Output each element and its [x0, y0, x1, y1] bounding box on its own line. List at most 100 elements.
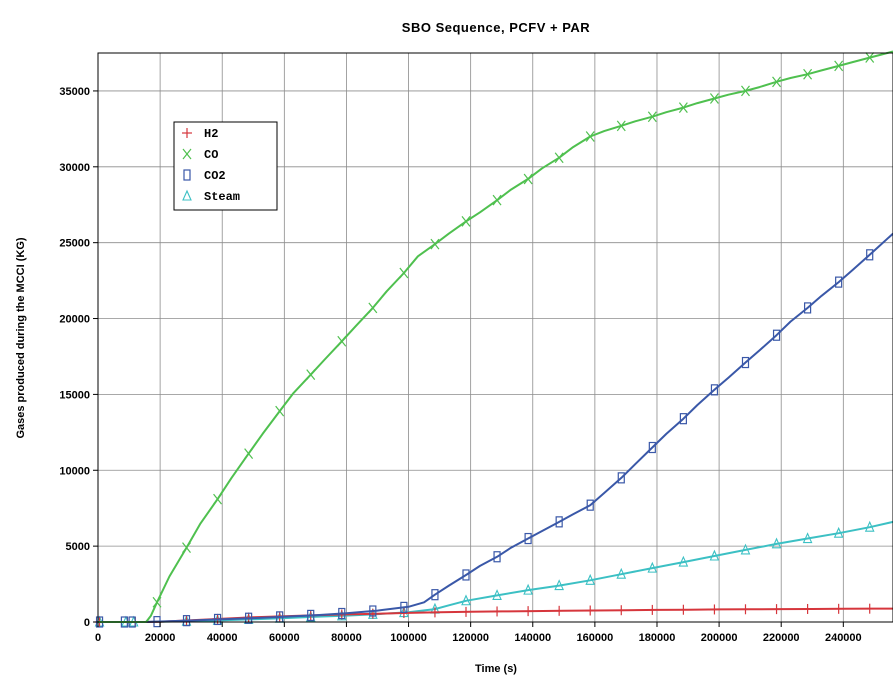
- series-co2-marker: [462, 569, 470, 581]
- series-h2-marker: [398, 608, 409, 619]
- series-co-marker: [152, 596, 162, 608]
- legend-steam-marker: [182, 189, 192, 201]
- legend-item-co2: CO2: [183, 169, 226, 183]
- series-h2-marker: [647, 604, 658, 615]
- series-co-marker: [772, 76, 782, 88]
- series-co2-marker: [772, 329, 781, 341]
- legend-label: H2: [204, 127, 218, 141]
- series-co2-marker: [245, 612, 253, 624]
- series-steam-marker: [585, 573, 596, 585]
- series-co2-marker: [400, 601, 408, 613]
- legend-box: [173, 121, 278, 211]
- x-tick-label: 20000: [145, 632, 176, 644]
- series-co-marker: [865, 52, 875, 63]
- series-h2-marker: [616, 605, 627, 616]
- legend-h2-marker: [182, 128, 192, 138]
- series-co2-marker: [617, 472, 625, 484]
- y-tick-label: 25000: [59, 238, 90, 250]
- x-tick-label: 140000: [514, 632, 551, 644]
- series-h2-marker: [802, 603, 813, 614]
- legend-label: CO2: [204, 169, 226, 183]
- x-tick-label: 160000: [577, 632, 614, 644]
- series-co2-marker: [524, 532, 532, 545]
- series-h2-marker: [460, 606, 471, 617]
- series-co-marker: [523, 173, 533, 185]
- series-co2-marker: [369, 605, 377, 617]
- series-h2-marker: [492, 606, 503, 617]
- series-co2-marker: [213, 613, 222, 626]
- series-co-marker: [213, 493, 223, 505]
- series-co: [98, 50, 893, 623]
- y-tick-label: 30000: [59, 162, 90, 174]
- series-co2-marker: [586, 499, 594, 511]
- legend-co-marker: [182, 148, 192, 160]
- y-axis-label: Gases produced during the MCCI (KG): [15, 237, 27, 438]
- series-steam-marker: [740, 543, 751, 555]
- legend-co2-marker: [183, 169, 191, 181]
- x-tick-label: 120000: [452, 632, 489, 644]
- legend-label: Steam: [204, 190, 240, 204]
- legend-item-h2: H2: [182, 127, 218, 141]
- plot-frame: [97, 52, 893, 623]
- series-steam: [94, 520, 893, 627]
- series-steam-marker: [554, 579, 565, 591]
- series-co-marker: [803, 68, 813, 80]
- series-co-marker: [616, 120, 626, 132]
- series-h2-marker: [833, 603, 844, 614]
- series-steam-marker: [833, 526, 844, 538]
- series-h2-marker: [678, 604, 689, 615]
- series-h2-marker: [429, 607, 440, 618]
- series-co-marker: [741, 85, 750, 97]
- series-co-marker: [709, 93, 719, 104]
- series-steam-marker: [709, 549, 720, 561]
- series-co2-marker: [741, 356, 750, 369]
- y-tick-label: 0: [84, 617, 90, 629]
- y-tick-label: 5000: [66, 541, 90, 553]
- series-steam-marker: [492, 589, 502, 600]
- series-co2-marker: [182, 615, 191, 627]
- x-axis-label: Time (s): [475, 663, 517, 675]
- series-co2-marker: [338, 607, 346, 620]
- series-steam-marker: [616, 567, 627, 579]
- series-h2-marker: [709, 604, 720, 615]
- series-h2-marker: [771, 604, 782, 615]
- series-co-marker: [275, 405, 285, 417]
- series-co-marker: [678, 102, 688, 113]
- series-steam-marker: [802, 532, 813, 544]
- series-steam-marker: [864, 520, 875, 532]
- series-co-marker: [244, 448, 254, 459]
- series-h2-marker: [864, 603, 875, 614]
- series-co-marker: [585, 131, 595, 142]
- legend-item-co: CO: [182, 148, 218, 162]
- x-tick-label: 40000: [207, 632, 238, 644]
- series-co-marker: [306, 369, 316, 381]
- x-axis-ticks: 0 20000 40000 60000 80000 100000 120000 140000 1…: [95, 622, 862, 644]
- x-tick-label: 180000: [639, 632, 676, 644]
- series-co-marker: [492, 194, 502, 206]
- x-tick-label: 100000: [390, 632, 427, 644]
- series-co2-marker: [835, 276, 843, 288]
- series-co2-marker: [710, 384, 719, 396]
- series-co2-marker: [493, 551, 501, 563]
- series-co2-marker: [307, 609, 315, 621]
- series-co2-marker: [803, 302, 812, 314]
- series-co-marker: [182, 542, 191, 554]
- series-co-marker: [337, 335, 347, 347]
- x-tick-label: 220000: [763, 632, 800, 644]
- series-co-marker: [399, 267, 409, 279]
- series-co2: [95, 232, 893, 628]
- series-co-marker: [647, 111, 657, 123]
- series-co-marker: [430, 238, 440, 250]
- series-steam-marker: [461, 594, 471, 606]
- plot-series: [94, 50, 893, 628]
- x-tick-label: 80000: [331, 632, 362, 644]
- series-steam-line: [98, 520, 893, 623]
- y-tick-label: 15000: [59, 389, 90, 401]
- series-steam-marker: [523, 583, 533, 595]
- legend-label: CO: [204, 148, 218, 162]
- series-steam-marker: [771, 537, 782, 549]
- series-co-marker: [834, 60, 844, 72]
- x-tick-label: 240000: [825, 632, 862, 644]
- y-axis-ticks: 0 5000 10000 15000 20000 25000 30000 35000: [59, 86, 98, 629]
